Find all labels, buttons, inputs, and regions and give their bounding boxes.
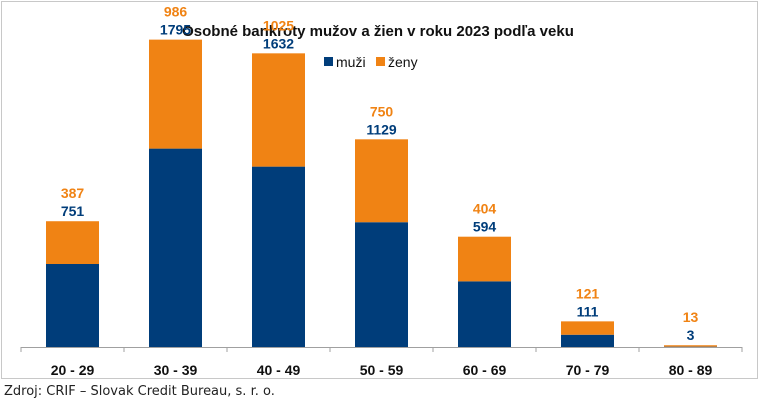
chart-title: Osobné bankroty mužov a žien v roku 2023…: [182, 23, 574, 40]
bar-chart: Osobné bankroty mužov a žien v roku 2023…: [20, 4, 743, 378]
bar-zeny-5: [561, 321, 614, 335]
bar-muzi-0: [46, 263, 99, 347]
x-tick-label: 40 - 49: [257, 362, 301, 378]
x-tick-label: 50 - 59: [360, 362, 404, 378]
label-zeny-1: 986: [164, 4, 188, 20]
bar-zeny-6: [664, 345, 717, 347]
legend-swatch-1: [376, 57, 385, 66]
x-tick-label: 60 - 69: [463, 362, 507, 378]
bar-zeny-0: [46, 221, 99, 264]
x-tick-label: 20 - 29: [51, 362, 95, 378]
label-zeny-6: 13: [683, 309, 699, 325]
x-tick-label: 30 - 39: [154, 362, 198, 378]
bar-muzi-4: [458, 281, 511, 347]
x-tick-label: 80 - 89: [669, 362, 713, 378]
bar-muzi-3: [355, 222, 408, 347]
legend: muži ženy: [324, 54, 418, 70]
label-muzi-0: 751: [61, 203, 85, 219]
legend-swatch-0: [324, 57, 333, 66]
label-zeny-2: 1025: [263, 17, 294, 33]
label-muzi-3: 1129: [366, 121, 397, 137]
bar-zeny-3: [355, 139, 408, 223]
x-axis: 20 - 29 30 - 39 40 - 49 50 - 59 60 - 69 70 - …: [20, 347, 743, 378]
bar-zeny-1: [149, 39, 202, 149]
bar-muzi-5: [561, 334, 614, 347]
legend-label-1: ženy: [388, 54, 418, 70]
label-muzi-6: 3: [687, 327, 695, 343]
legend-label-0: muži: [336, 54, 366, 70]
label-muzi-4: 594: [473, 219, 497, 235]
bar-zeny-2: [252, 53, 305, 167]
label-zeny-4: 404: [473, 201, 497, 217]
bars: 751 387 1795 986 1632 1025 1129 750 594 404 111 121…: [46, 4, 717, 347]
x-tick-label: 70 - 79: [566, 362, 610, 378]
bar-muzi-1: [149, 148, 202, 347]
chart-frame: Osobné bankroty mužov a žien v roku 2023…: [1, 1, 758, 379]
bar-zeny-4: [458, 236, 511, 282]
label-zeny-5: 121: [576, 285, 600, 301]
label-muzi-2: 1632: [263, 35, 294, 51]
label-muzi-1: 1795: [160, 22, 191, 38]
label-zeny-0: 387: [61, 185, 85, 201]
bar-muzi-2: [252, 166, 305, 347]
label-muzi-5: 111: [577, 303, 599, 319]
label-zeny-3: 750: [370, 103, 394, 119]
source-note: Zdroj: CRIF – Slovak Credit Bureau, s. r…: [4, 384, 275, 399]
